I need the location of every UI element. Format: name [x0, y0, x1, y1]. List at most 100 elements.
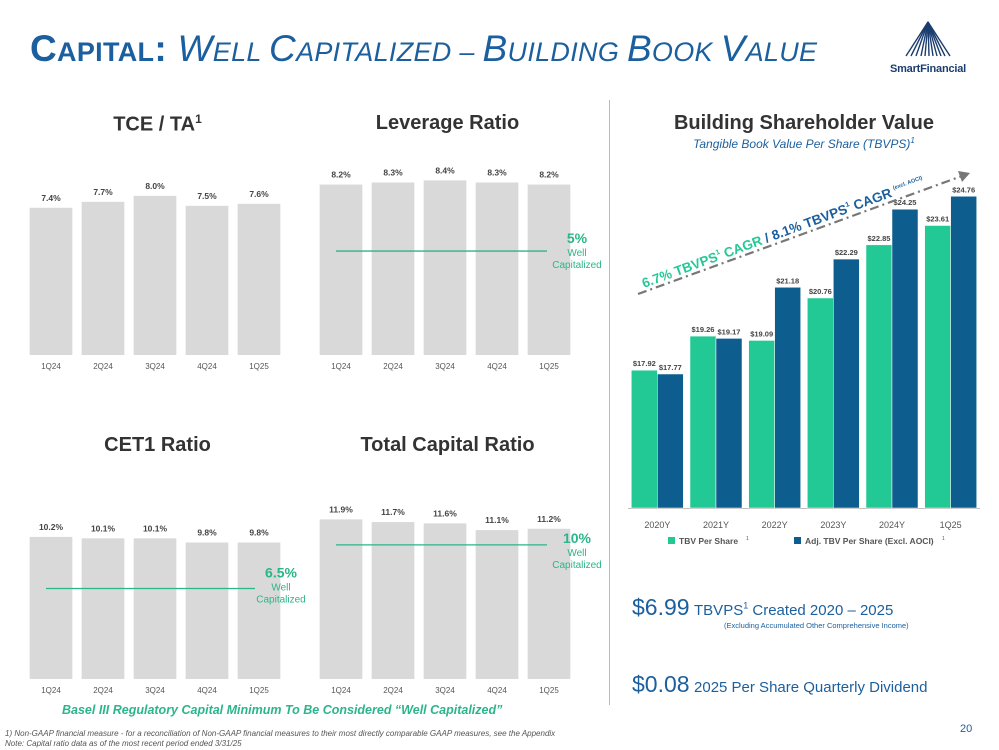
bar-4Q24 [185, 205, 229, 355]
legend-sup: 1 [746, 536, 749, 542]
bar-1Q24 [29, 536, 73, 679]
data-label: $19.17 [718, 327, 741, 336]
threshold-value: 6.5% [265, 564, 297, 580]
legend-swatch [794, 537, 801, 544]
data-label: 9.8% [197, 528, 217, 538]
data-label: 8.4% [435, 165, 455, 175]
company-logo: SmartFinancial [878, 20, 978, 75]
dividend-stat: $0.08 2025 Per Share Quarterly Dividend [632, 671, 927, 698]
data-label: 10.1% [91, 523, 116, 533]
bar-1Q24 [319, 184, 363, 355]
x-tick-label: 3Q24 [435, 686, 455, 695]
data-label: $22.85 [868, 234, 891, 243]
bar-1Q25-tbv [924, 225, 951, 509]
data-label: $17.92 [633, 359, 656, 368]
legend-label: Adj. TBV Per Share (Excl. AOCI) [805, 536, 934, 546]
bar-4Q24 [475, 182, 519, 355]
x-tick-label: 4Q24 [197, 686, 217, 695]
trend-arrowhead [958, 171, 970, 182]
footnote-2: Note: Capital ratio data as of the most … [5, 739, 242, 748]
data-label: $17.77 [659, 363, 682, 372]
data-label: 11.2% [537, 514, 561, 524]
x-tick-label: 1Q25 [539, 686, 559, 695]
data-label: $23.61 [926, 215, 949, 224]
x-tick-label: 2Q24 [383, 362, 403, 371]
bar-1Q25 [237, 203, 281, 355]
bar-2024Y-adj-tbv [891, 208, 919, 509]
bar-4Q24 [475, 530, 519, 679]
bar-2021Y-tbv [689, 335, 717, 509]
bar-1Q24 [29, 207, 73, 355]
x-tick-label: 3Q24 [145, 686, 165, 695]
bar-2Q24 [371, 182, 415, 355]
threshold-text: Well [271, 582, 290, 593]
data-label: 9.8% [249, 528, 269, 538]
bar-1Q24 [319, 519, 363, 679]
bar-3Q24 [133, 538, 177, 679]
vertical-divider [609, 100, 610, 705]
bar-2021Y-adj-tbv [715, 338, 743, 509]
bar-2Q24 [81, 538, 125, 679]
footnotes: 1) Non-GAAP financial measure - for a re… [5, 729, 555, 749]
data-label: $19.26 [692, 325, 715, 334]
data-label: 10.1% [143, 523, 168, 533]
cagr-trend-line [637, 174, 963, 296]
x-tick-label: 4Q24 [197, 362, 217, 371]
bar-1Q25 [527, 528, 571, 679]
dividend-text: 2025 Per Share Quarterly Dividend [694, 679, 928, 696]
data-label: 7.5% [197, 191, 217, 201]
tce-chart-title: TCE / TA1 [113, 112, 202, 136]
data-label: $21.18 [776, 276, 799, 285]
bar-2022Y-adj-tbv [774, 287, 801, 509]
basel-note: Basel III Regulatory Capital Minimum To … [62, 703, 503, 717]
bar-2024Y-tbv [865, 244, 893, 509]
bar-1Q25 [237, 542, 281, 679]
page-title: CAPITAL: WELL CAPITALIZED – BUILDING BOO… [30, 28, 818, 69]
bar-2020Y-adj-tbv [657, 373, 684, 509]
data-label: $19.09 [750, 329, 773, 338]
x-tick-label: 1Q25 [249, 362, 269, 371]
cet1-chart-title: CET1 Ratio [104, 434, 211, 456]
threshold-text: Capitalized [256, 594, 305, 605]
data-label: 8.3% [487, 167, 507, 177]
threshold-text: Capitalized [552, 560, 601, 571]
threshold-text: Capitalized [552, 260, 601, 271]
x-tick-label: 1Q24 [331, 362, 351, 371]
shareholder-chart-title: Building Shareholder Value [673, 112, 935, 134]
data-label: 11.6% [433, 508, 457, 518]
x-tick-label: 2024Y [879, 520, 905, 530]
threshold-value: 5% [567, 230, 588, 246]
data-label: 8.2% [331, 170, 351, 180]
x-tick-label: 1Q25 [539, 362, 559, 371]
data-label: 8.2% [539, 170, 559, 180]
data-label: 11.7% [381, 507, 405, 517]
legend-swatch [668, 537, 675, 544]
data-label: 7.6% [249, 189, 269, 199]
tce-ta-chart: 7.4% 1Q24 7.7% 2Q24 8.0% 3Q24 7.5% 4Q24 7.6% 1Q25 [29, 181, 281, 371]
data-label: $24.76 [952, 185, 975, 194]
bar-1Q25-adj-tbv [950, 196, 977, 509]
x-tick-label: 3Q24 [145, 362, 165, 371]
bar-2022Y-tbv [748, 340, 775, 509]
data-label: 11.1% [485, 515, 509, 525]
data-label: $22.29 [835, 248, 858, 257]
page-number: 20 [960, 723, 973, 735]
cet1-ratio-chart: 10.2% 1Q24 10.1% 2Q24 10.1% 3Q24 9.8% 4Q24 9.8% 1… [29, 522, 306, 695]
threshold-text: Well [567, 548, 586, 559]
tbvps-created-value: $6.99 [632, 594, 690, 620]
bar-3Q24 [423, 523, 467, 679]
data-label: $24.25 [894, 198, 917, 207]
tbvps-created-stat: $6.99 TBVPS1 Created 2020 – 2025 [632, 594, 894, 620]
legend-label: TBV Per Share [679, 536, 738, 546]
x-tick-label: 2021Y [703, 520, 729, 530]
leverage-chart-title: Leverage Ratio [375, 112, 520, 134]
footnote-1: 1) Non-GAAP financial measure - for a re… [5, 729, 556, 738]
x-tick-label: 2022Y [762, 520, 788, 530]
x-tick-label: 1Q24 [41, 686, 61, 695]
x-tick-label: 2Q24 [383, 686, 403, 695]
data-label: 10.2% [39, 522, 64, 532]
x-tick-label: 1Q25 [940, 520, 962, 530]
shareholder-chart-subtitle: Tangible Book Value Per Share (TBVPS)1 [693, 136, 915, 151]
x-tick-label: 2Q24 [93, 686, 113, 695]
logo-text: SmartFinancial [889, 63, 967, 75]
